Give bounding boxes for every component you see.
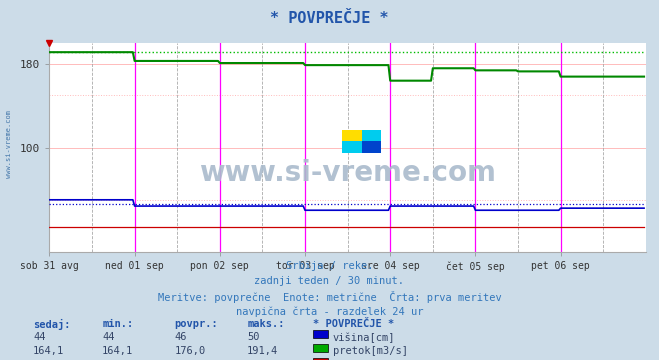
Bar: [362, 130, 382, 141]
Text: navpična črta - razdelek 24 ur: navpična črta - razdelek 24 ur: [236, 306, 423, 317]
Text: 50: 50: [247, 332, 260, 342]
Text: maks.:: maks.:: [247, 319, 285, 329]
Text: www.si-vreme.com: www.si-vreme.com: [5, 110, 12, 178]
Text: 46: 46: [175, 332, 187, 342]
Text: 164,1: 164,1: [33, 346, 64, 356]
Text: * POVPREČJE *: * POVPREČJE *: [270, 11, 389, 26]
Text: 191,4: 191,4: [247, 346, 278, 356]
Text: višina[cm]: višina[cm]: [333, 332, 395, 343]
Text: zadnji teden / 30 minut.: zadnji teden / 30 minut.: [254, 276, 405, 286]
Text: povpr.:: povpr.:: [175, 319, 218, 329]
Text: 176,0: 176,0: [175, 346, 206, 356]
Text: 44: 44: [33, 332, 45, 342]
Text: www.si-vreme.com: www.si-vreme.com: [199, 159, 496, 186]
Text: pretok[m3/s]: pretok[m3/s]: [333, 346, 408, 356]
Bar: [342, 130, 362, 141]
Text: 44: 44: [102, 332, 115, 342]
Bar: [362, 141, 382, 153]
Text: min.:: min.:: [102, 319, 133, 329]
Text: Meritve: povprečne  Enote: metrične  Črta: prva meritev: Meritve: povprečne Enote: metrične Črta:…: [158, 291, 501, 303]
Text: Srbija / reke.: Srbija / reke.: [286, 261, 373, 271]
Text: 164,1: 164,1: [102, 346, 133, 356]
Text: sedaj:: sedaj:: [33, 319, 71, 330]
Bar: [342, 141, 362, 153]
Text: * POVPREČJE *: * POVPREČJE *: [313, 319, 394, 329]
